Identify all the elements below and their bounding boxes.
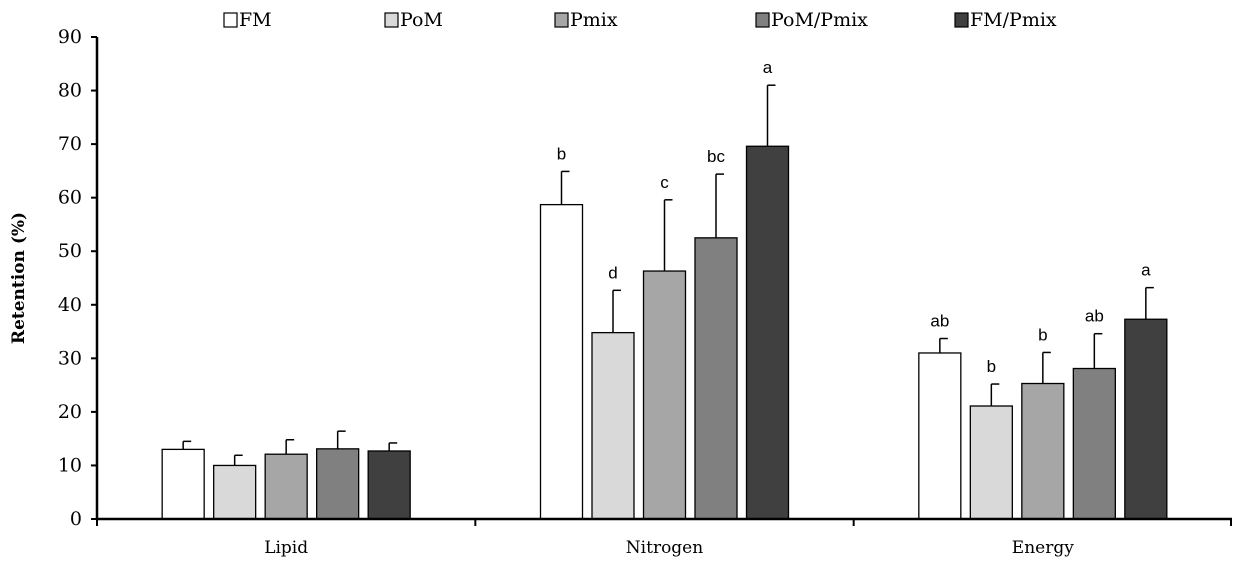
bar-pom-nitrogen	[591, 331, 635, 520]
y-axis-label: Retention (%)	[9, 212, 29, 344]
y-tick-label: 30	[58, 347, 82, 369]
legend-label: Pmix	[570, 9, 618, 31]
y-tick-label: 20	[58, 401, 82, 423]
y-tick-label: 60	[58, 187, 82, 209]
y-tick-label: 40	[58, 294, 82, 316]
significance-label: b	[557, 144, 566, 163]
x-tick-label: Nitrogen	[626, 538, 703, 558]
legend-swatch	[554, 12, 569, 28]
legend-swatch	[755, 12, 770, 28]
bar-pom-energy	[969, 405, 1013, 520]
y-tick-label: 90	[58, 26, 82, 48]
legend-label: FM/Pmix	[970, 9, 1057, 31]
bar-pmix-nitrogen	[642, 270, 687, 520]
legend-label: PoM	[400, 9, 443, 31]
y-tick-label: 0	[70, 508, 82, 530]
y-tick-label: 10	[58, 454, 82, 476]
y-tick-label: 70	[58, 133, 82, 155]
significance-label: c	[660, 173, 669, 192]
bar-fm-pmix-energy	[1124, 318, 1168, 520]
bar-fm-energy	[918, 352, 962, 520]
significance-label: d	[608, 263, 617, 282]
bar-fm-pmix-nitrogen	[745, 145, 790, 520]
legend-swatch	[384, 12, 399, 28]
legend-swatch	[954, 12, 969, 28]
y-tick-label: 80	[58, 80, 82, 102]
bar-pom-lipid	[213, 464, 257, 520]
bar-fm-pmix-lipid	[367, 450, 411, 520]
y-tick-label: 50	[58, 240, 82, 262]
legend-label: FM	[239, 9, 272, 31]
x-tick-label: Energy	[1012, 538, 1074, 558]
bar-pom-pmix-energy	[1072, 367, 1116, 520]
bar-pmix-energy	[1021, 382, 1065, 520]
legend-label: PoM/Pmix	[771, 9, 868, 31]
significance-label: b	[1038, 325, 1047, 344]
bar-fm-nitrogen	[539, 203, 584, 520]
bar-pom-pmix-nitrogen	[694, 237, 738, 520]
x-tick-label: Lipid	[264, 538, 308, 558]
significance-label: ab	[930, 312, 949, 331]
significance-label: a	[763, 58, 773, 77]
bar-pmix-lipid	[264, 453, 308, 520]
legend-swatch	[223, 12, 238, 28]
significance-label: b	[987, 357, 996, 376]
significance-label: bc	[707, 147, 725, 166]
bar-pom-pmix-lipid	[316, 448, 360, 520]
bar-fm-lipid	[161, 448, 205, 520]
significance-label: ab	[1085, 307, 1104, 326]
significance-label: a	[1141, 261, 1151, 280]
